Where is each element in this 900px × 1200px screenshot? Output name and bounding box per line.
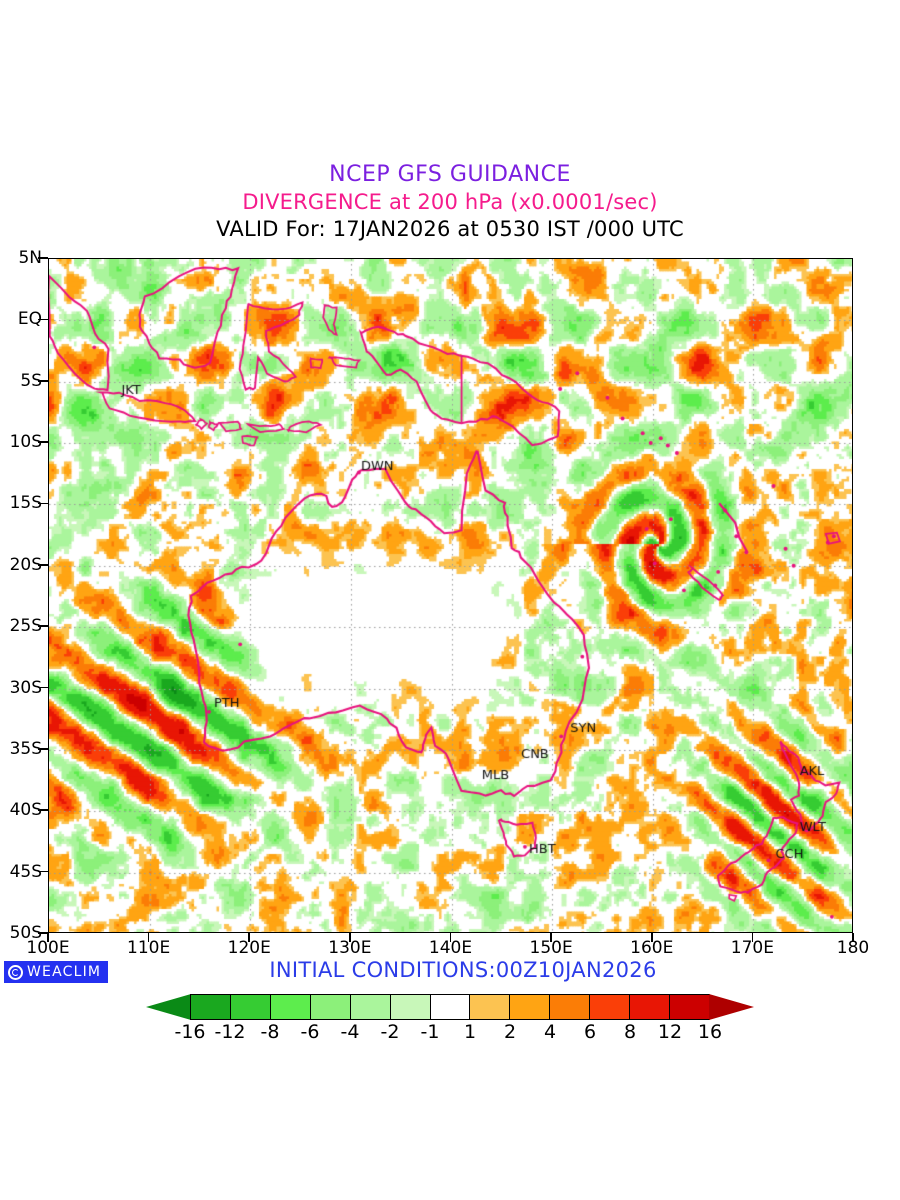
y-axis-tick — [38, 564, 48, 566]
y-axis-label: 20S — [9, 554, 42, 575]
colorbar-tick-label: -16 — [174, 1021, 206, 1043]
colorbar-tick-label: -8 — [260, 1021, 280, 1043]
title-line-guidance: NCEP GFS GUIDANCE — [329, 162, 571, 187]
map-plot-area — [48, 258, 853, 933]
y-axis-label: EQ — [17, 309, 42, 330]
x-axis-label: 120E — [227, 938, 271, 958]
title-line-valid-time: VALID For: 17JAN2026 at 0530 IST /000 UT… — [216, 217, 684, 241]
x-axis-tick — [248, 933, 251, 942]
x-axis-tick — [550, 933, 552, 942]
y-axis-tick — [38, 318, 48, 321]
colorbar-tick-label: 6 — [583, 1021, 597, 1043]
y-axis-tick — [38, 379, 48, 382]
colorbar-tick-label: -4 — [340, 1021, 360, 1043]
circle-target-icon — [8, 964, 23, 980]
y-axis-tick — [38, 809, 48, 812]
colorbar-tick-label: -12 — [214, 1021, 246, 1043]
x-axis-tick — [147, 933, 150, 942]
colorbar-cells — [190, 994, 710, 1020]
x-axis-label: 180 — [836, 938, 870, 958]
y-axis-tick — [38, 686, 48, 689]
x-axis-label: 100E — [26, 938, 70, 958]
colorbar-cell — [390, 995, 431, 1019]
x-axis-label: 170E — [730, 938, 774, 958]
colorbar-cell — [630, 995, 671, 1019]
colorbar-cell — [470, 995, 511, 1019]
x-axis-tick — [751, 933, 754, 942]
y-axis-tick — [38, 625, 48, 627]
y-axis-label: 5S — [20, 370, 42, 391]
colorbar-tick-labels: -16 -12 -8 -6 -4 -2 -1 1 2 4 6 8 12 16 — [146, 1021, 754, 1045]
title-line-variable: DIVERGENCE at 200 hPa (x0.0001/sec) — [242, 190, 658, 214]
y-axis-label: 40S — [9, 800, 42, 821]
y-axis-tick — [38, 748, 48, 750]
y-axis-label: 5N — [18, 248, 42, 268]
colorbar-cell — [590, 995, 631, 1019]
y-axis-tick — [38, 441, 48, 443]
colorbar-high-cap — [709, 994, 754, 1020]
colorbar-tick-label: -2 — [380, 1021, 400, 1043]
y-axis-label: 10S — [9, 432, 42, 453]
colorbar-cell — [191, 995, 231, 1019]
x-axis-tick — [47, 933, 49, 942]
y-axis-label: 50S — [9, 923, 42, 943]
colorbar-tick-label: 1 — [463, 1021, 477, 1043]
x-axis-tick — [349, 933, 351, 942]
colorbar-tick-label: -1 — [420, 1021, 440, 1043]
colorbar-cell — [230, 995, 271, 1019]
colorbar-cell — [430, 995, 471, 1019]
colorbar-tick-label: 8 — [623, 1021, 637, 1043]
x-axis-tick — [852, 933, 854, 942]
colorbar-legend: -16 -12 -8 -6 -4 -2 -1 1 2 4 6 8 12 16 — [0, 994, 900, 1045]
colorbar-cell — [510, 995, 551, 1019]
colorbar-cell — [310, 995, 351, 1019]
y-axis-tick — [38, 257, 48, 259]
x-axis-label: 130E — [328, 938, 372, 958]
y-axis-label: 15S — [9, 493, 42, 514]
colorbar-cell — [550, 995, 591, 1019]
colorbar-cell — [270, 995, 311, 1019]
y-axis-label: 25S — [9, 616, 42, 637]
colorbar-tick-label: 2 — [503, 1021, 517, 1043]
x-axis-tick — [650, 933, 653, 942]
initial-conditions-caption: INITIAL CONDITIONS:00Z10JAN2026 — [269, 958, 657, 982]
colorbar-low-cap — [146, 994, 191, 1020]
colorbar-cell — [350, 995, 391, 1019]
y-axis-label: 45S — [9, 861, 42, 882]
chart-title-block: NCEP GFS GUIDANCE DIVERGENCE at 200 hPa … — [0, 164, 900, 240]
colorbar-tick-label: -6 — [300, 1021, 320, 1043]
y-axis-tick — [38, 932, 48, 934]
y-axis-tick — [38, 870, 48, 873]
colorbar-cell — [670, 995, 709, 1019]
colorbar-tick-label: 4 — [543, 1021, 557, 1043]
x-axis-label: 140E — [428, 938, 473, 958]
x-axis-tick — [449, 933, 452, 942]
y-axis-label: 35S — [9, 738, 42, 759]
x-axis-label: 110E — [127, 938, 171, 958]
weaclim-logo-text: WEACLIM — [27, 964, 102, 980]
y-axis-label: 30S — [9, 677, 42, 698]
x-axis-label: 150E — [529, 938, 573, 958]
weaclim-logo-badge: WEACLIM — [4, 961, 109, 983]
colorbar-tick-label: 12 — [657, 1021, 683, 1043]
divergence-field-canvas — [49, 259, 852, 932]
colorbar-tick-label: 16 — [697, 1021, 723, 1043]
x-axis-label: 160E — [630, 938, 674, 958]
y-axis-tick — [38, 502, 48, 505]
